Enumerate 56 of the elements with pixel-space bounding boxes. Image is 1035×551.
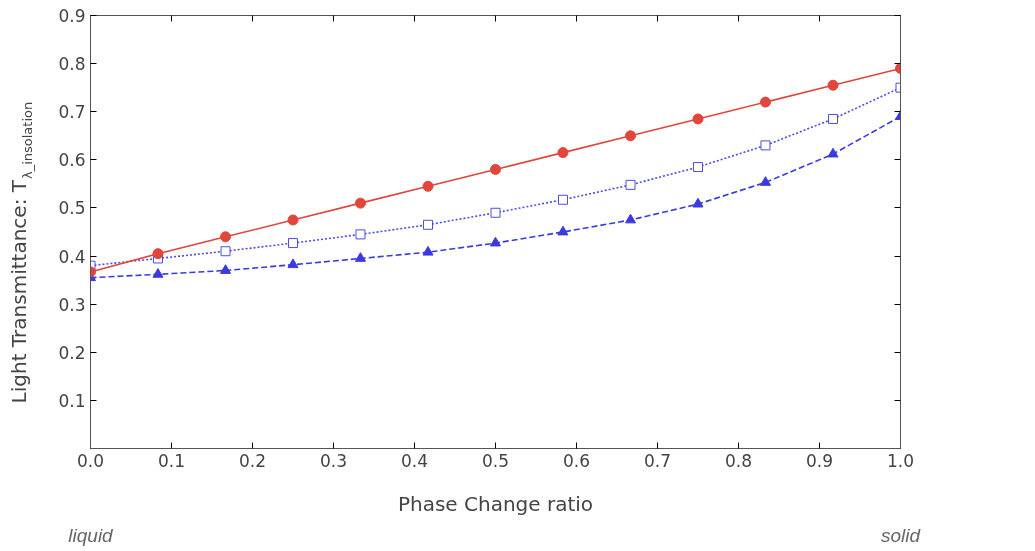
- point: [287, 258, 299, 269]
- point: [828, 113, 839, 124]
- point: [152, 268, 164, 278]
- point: [287, 214, 299, 226]
- y-tick-label: 0.5: [58, 198, 86, 219]
- x-tick-label: 1.0: [886, 450, 915, 471]
- point: [490, 163, 501, 175]
- x-axis-title: Phase Change ratio: [397, 491, 594, 516]
- point: [355, 229, 366, 240]
- point: [422, 245, 434, 256]
- text: solid: [880, 524, 922, 546]
- y-tick-label: 0.6: [58, 150, 86, 171]
- x-tick-label: 0.4: [400, 450, 429, 471]
- point: [490, 236, 501, 247]
- point: [557, 225, 569, 236]
- x-tick-label: 0.7: [643, 450, 672, 471]
- point: [625, 179, 636, 190]
- y-tick-label: 0.7: [58, 102, 86, 123]
- point: [759, 96, 771, 108]
- point: [692, 197, 704, 208]
- y-axis-title: Light Transmittance: Tλ_insolation: [6, 101, 35, 404]
- y-tick-label: 0.2: [58, 342, 86, 363]
- y-tick-label: 0.9: [58, 6, 86, 26]
- point: [760, 140, 771, 151]
- y-tick-label: 0.1: [58, 390, 86, 411]
- point: [625, 213, 637, 224]
- point: [490, 207, 501, 218]
- point: [827, 79, 839, 91]
- x-tick-label: 0.0: [76, 450, 105, 471]
- y-tick-label: 0.4: [58, 246, 86, 267]
- point: [557, 147, 569, 159]
- point: [827, 147, 839, 158]
- point: [288, 238, 298, 249]
- point: [354, 252, 366, 262]
- x-tick-label: 0.9: [805, 450, 834, 471]
- y-tick-label: 0.8: [58, 54, 86, 75]
- x-tick-label: 0.6: [562, 450, 591, 471]
- point: [759, 176, 771, 186]
- point: [220, 264, 232, 274]
- x-tick-label: 0.3: [319, 450, 348, 471]
- text: liquid: [68, 524, 115, 546]
- x-tick-label: 0.5: [481, 450, 510, 471]
- point: [693, 162, 703, 173]
- point: [692, 113, 704, 125]
- x-tick-label: 0.8: [724, 450, 753, 471]
- point: [422, 180, 434, 192]
- x-tick-label: 0.1: [157, 450, 186, 471]
- point: [557, 194, 568, 205]
- x-tick-label: 0.2: [238, 450, 267, 471]
- point: [423, 219, 434, 230]
- point: [220, 246, 231, 257]
- point: [220, 231, 232, 243]
- y-tick-label: 0.3: [58, 294, 86, 315]
- point: [152, 248, 164, 260]
- point: [354, 197, 366, 209]
- point: [625, 130, 637, 142]
